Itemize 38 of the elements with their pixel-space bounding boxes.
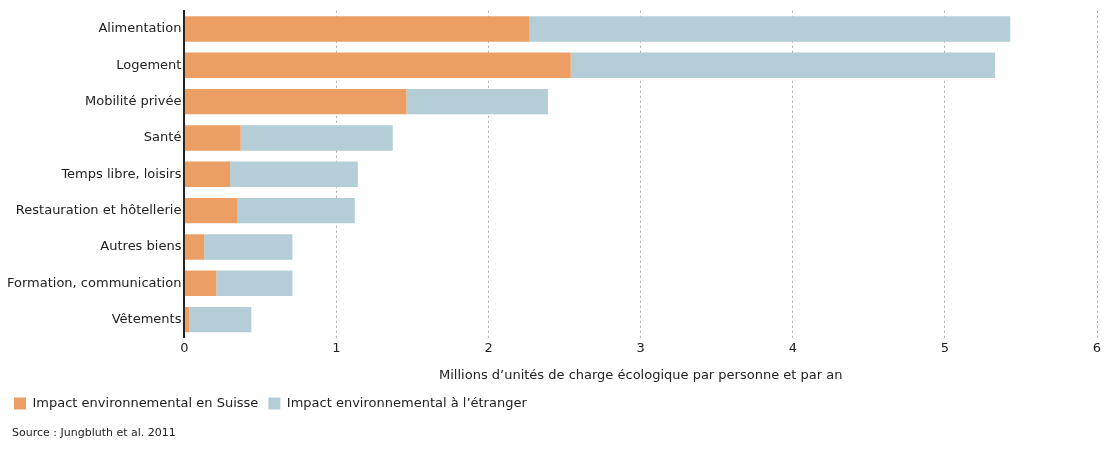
bar [188,306,252,333]
y-tick-label: Temps libre, loisirs [60,165,182,181]
bar [184,16,530,42]
x-tick-label: 4 [788,339,797,355]
legend-label: Impact environnemental à l’étranger [286,394,528,410]
x-tick-label: 6 [1092,339,1102,355]
bar [216,270,293,297]
bar [529,16,1011,42]
bar [184,52,571,79]
x-tick-label: 0 [180,339,189,355]
bar [230,161,358,188]
bar [204,234,293,260]
y-tick-label: Santé [143,129,182,145]
y-tick-label: Logement [116,56,182,72]
y-tick-label: Formation, communication [6,274,182,290]
x-tick-label: 3 [636,339,645,355]
y-tick-label: Restauration et hôtellerie [15,202,182,218]
y-tick-label: Autres biens [100,238,182,254]
source-note: Source : Jungbluth et al. 2011 [12,426,177,439]
bar [406,88,548,115]
x-tick-label: 2 [484,339,493,355]
x-axis-title: Millions d’unités de charge écologique par personne et par an [439,366,843,382]
bar [570,52,996,79]
bar [184,161,231,188]
bar [237,197,355,224]
bar [184,306,189,333]
legend-label: Impact environnemental en Suisse [32,394,259,410]
bar [184,88,407,115]
bar [184,270,217,297]
y-tick-label: Mobilité privée [85,93,182,109]
bar [184,125,241,151]
bar [184,234,205,260]
bar [240,125,393,151]
x-tick-label: 1 [332,339,341,355]
y-tick-label: Vêtements [111,311,182,327]
bar [184,197,238,224]
x-tick-label: 5 [940,339,950,355]
y-tick-label: Alimentation [98,20,182,36]
